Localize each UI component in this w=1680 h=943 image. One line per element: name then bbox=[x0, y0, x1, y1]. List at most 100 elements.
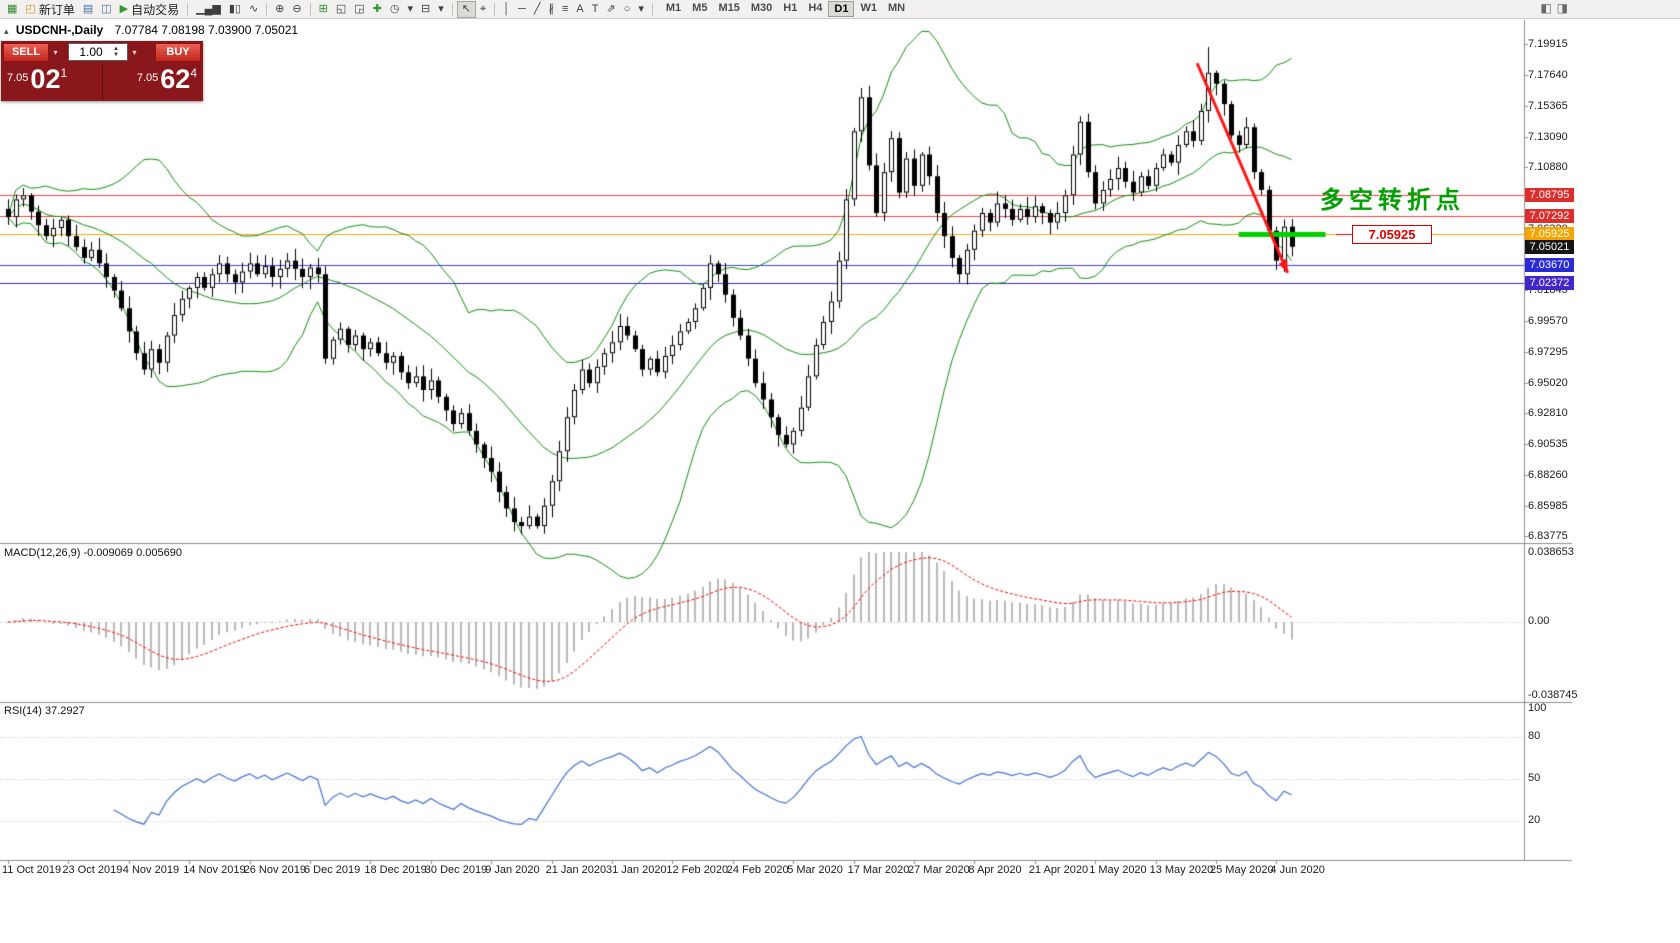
crosshair-icon[interactable]: ⌖ bbox=[476, 1, 490, 18]
market-watch-icon: ▤ bbox=[82, 2, 94, 15]
time-axis-label: 27 Mar 2020 bbox=[908, 864, 970, 876]
text-label-icon: T bbox=[591, 2, 599, 15]
market-watch-icon[interactable]: ▤ bbox=[79, 1, 97, 18]
vertical-line-icon[interactable]: │ bbox=[499, 1, 514, 18]
trade-panel-controls: SELL ▾ ▲▼ ▾ BUY bbox=[1, 41, 203, 63]
zoom-in-icon[interactable]: ⊕ bbox=[271, 1, 288, 18]
buy-button[interactable]: BUY bbox=[155, 42, 201, 62]
chart-window-icon[interactable]: ▦ bbox=[3, 1, 21, 18]
bar-chart-icon[interactable]: ▁▄▆ bbox=[192, 1, 225, 18]
main-toolbar: ▦ ◰ 新订单 ▤ ◫ ▶ 自动交易 ▁▄▆ ▮▯ ∿ ⊕ ⊖ ⊞ ◱ ◲ ✚ ◷ ▾ ⊟ ▾ ↖ ⌖ │ ─ ╱ ∦ ≡ A T ⇗ ○ ▾… bbox=[0, 0, 1680, 19]
ask-price[interactable]: 7.05624 bbox=[103, 63, 204, 100]
auto-scroll-icon[interactable]: ◨ bbox=[1556, 1, 1568, 15]
indicators-icon[interactable]: ✚ bbox=[369, 1, 386, 18]
toolbar-separator bbox=[651, 2, 653, 16]
equidistant-channel-icon[interactable]: ∦ bbox=[544, 1, 558, 18]
horizontal-line-icon[interactable]: ─ bbox=[514, 1, 530, 18]
time-axis-label: 4 Jun 2020 bbox=[1270, 864, 1325, 876]
price-axis-label: 6.97295 bbox=[1528, 345, 1568, 358]
ask-superscript: 4 bbox=[190, 66, 197, 80]
price-level-tag: 7.05925 bbox=[1525, 227, 1574, 242]
shapes-dropdown-icon: ▾ bbox=[638, 2, 644, 15]
templates-dropdown-icon: ▾ bbox=[438, 2, 444, 15]
time-axis-label: 8 Apr 2020 bbox=[968, 864, 1022, 876]
new-order-button-label: 新订单 bbox=[38, 2, 75, 17]
price-axis-label: 6.88260 bbox=[1528, 468, 1568, 481]
price-axis-label: 6.99570 bbox=[1528, 314, 1568, 327]
text-icon[interactable]: A bbox=[572, 1, 587, 18]
arrows-icon[interactable]: ⇗ bbox=[602, 1, 619, 18]
trade-panel-toggle-icon[interactable]: ▴ bbox=[4, 26, 9, 36]
macd-axis-label: -0.038745 bbox=[1528, 689, 1578, 701]
toolbar-right-icons: ◧ ◨ bbox=[1540, 1, 1568, 15]
cursor-icon: ↖ bbox=[461, 2, 471, 15]
timeframe-m1[interactable]: M1 bbox=[665, 2, 682, 14]
timeframe-m5[interactable]: M5 bbox=[692, 2, 708, 14]
toolbar-separator bbox=[451, 2, 453, 16]
trendline-icon[interactable]: ╱ bbox=[530, 1, 545, 18]
timeframe-m30[interactable]: M30 bbox=[750, 2, 773, 14]
bid-superscript: 1 bbox=[60, 66, 68, 80]
periods-dropdown-icon[interactable]: ▾ bbox=[403, 1, 417, 18]
timeframe-h4[interactable]: H4 bbox=[808, 2, 823, 14]
text-label-icon[interactable]: T bbox=[588, 1, 603, 18]
ask-big-digits: 62 bbox=[160, 64, 191, 94]
volume-input[interactable] bbox=[69, 45, 113, 59]
bid-main: 7.05 bbox=[7, 72, 29, 84]
text-icon: A bbox=[576, 2, 584, 15]
buy-options-dropdown-icon[interactable]: ▾ bbox=[132, 47, 137, 57]
arrows-icon: ⇗ bbox=[606, 2, 616, 15]
time-axis-label: 25 May 2020 bbox=[1210, 864, 1274, 876]
price-axis-label: 7.19915 bbox=[1528, 38, 1568, 50]
time-axis-label: 30 Dec 2019 bbox=[424, 864, 488, 876]
templates-dropdown-icon[interactable]: ▾ bbox=[434, 1, 448, 18]
timeframe-m15[interactable]: M15 bbox=[718, 2, 740, 14]
auto-trading-button[interactable]: ▶ 自动交易 bbox=[116, 1, 183, 18]
price-axis-label: 7.15365 bbox=[1528, 99, 1568, 112]
trade-panel-prices: 7.05021 7.05624 bbox=[1, 63, 203, 100]
sell-button[interactable]: SELL bbox=[3, 42, 49, 62]
price-axis-label: 6.92810 bbox=[1528, 407, 1568, 419]
candlestick-chart-icon[interactable]: ▮▯ bbox=[225, 1, 245, 18]
chart-shift-icon[interactable]: ◧ bbox=[1540, 1, 1552, 15]
macd-axis-label: 0.00 bbox=[1528, 615, 1550, 627]
zoom-in-icon: ⊕ bbox=[275, 2, 285, 15]
price-tag-label[interactable]: 7.05925 bbox=[1352, 225, 1432, 244]
shapes-icon[interactable]: ○ bbox=[620, 1, 635, 18]
line-chart-icon[interactable]: ∿ bbox=[245, 1, 262, 18]
zoom-out-icon[interactable]: ⊖ bbox=[288, 1, 305, 18]
price-axis-label: 6.83775 bbox=[1528, 530, 1568, 542]
cascade-windows-icon[interactable]: ◱ bbox=[332, 1, 350, 18]
ohlc-values: 7.07784 7.08198 7.03900 7.05021 bbox=[114, 23, 299, 37]
bid-price[interactable]: 7.05021 bbox=[1, 63, 103, 100]
tile-windows-icon[interactable]: ⊞ bbox=[315, 1, 332, 18]
time-axis-label: 9 Jan 2020 bbox=[485, 864, 540, 876]
fibonacci-icon[interactable]: ≡ bbox=[558, 1, 572, 18]
volume-spinner[interactable]: ▲ ▼ bbox=[113, 46, 119, 58]
rsi-axis-label: 20 bbox=[1528, 814, 1541, 826]
symbol-period-label: USDCNH-,Daily bbox=[15, 23, 104, 37]
time-axis-label: 5 Mar 2020 bbox=[787, 864, 843, 876]
time-axis-label: 24 Feb 2020 bbox=[726, 864, 789, 876]
periods-icon[interactable]: ◷ bbox=[386, 1, 404, 18]
fibonacci-icon: ≡ bbox=[561, 2, 569, 15]
chart-title-bar: ▴ USDCNH-,Daily 7.07784 7.08198 7.03900 … bbox=[4, 23, 298, 37]
bar-chart-icon: ▁▄▆ bbox=[196, 2, 221, 15]
timeframe-mn[interactable]: MN bbox=[887, 2, 906, 14]
price-level-tag: 7.02372 bbox=[1525, 275, 1574, 290]
arrange-windows-icon[interactable]: ◲ bbox=[350, 1, 368, 18]
macd-axis-label: 0.038653 bbox=[1528, 546, 1574, 558]
timeframe-h1[interactable]: H1 bbox=[783, 2, 798, 14]
timeframe-w1[interactable]: W1 bbox=[860, 2, 877, 14]
sell-options-dropdown-icon[interactable]: ▾ bbox=[53, 47, 58, 57]
shapes-dropdown-icon[interactable]: ▾ bbox=[634, 1, 648, 18]
timeframe-d1[interactable]: D1 bbox=[828, 1, 855, 17]
data-window-icon: ◫ bbox=[101, 2, 112, 15]
data-window-icon[interactable]: ◫ bbox=[97, 1, 115, 18]
new-order-button[interactable]: ◰ 新订单 bbox=[21, 1, 78, 18]
templates-icon[interactable]: ⊟ bbox=[417, 1, 434, 18]
volume-box: ▲▼ bbox=[68, 43, 128, 61]
cursor-icon[interactable]: ↖ bbox=[456, 0, 476, 18]
